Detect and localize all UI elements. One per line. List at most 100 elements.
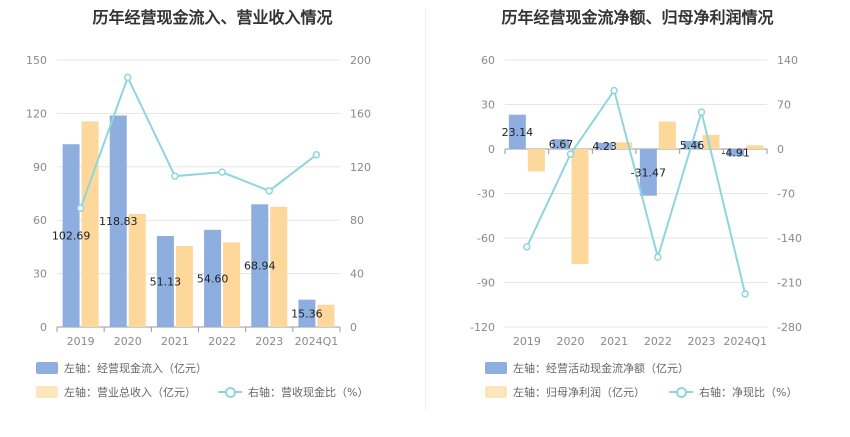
bar-series2 [223,242,241,327]
right-legend-bar1[interactable]: 左轴：经营活动现金流净额（亿元） [485,360,689,376]
bar-series1 [639,149,657,196]
left-axis-tick: 120 [26,107,47,120]
left-chart-title: 历年经营现金流入、营业收入情况 [92,8,333,27]
left-chart-svg: 0 30 60 90 120 150 0 40 80 120 160 200 2019 2020 2021 2… [26,54,371,348]
left-axis-tick: 0 [488,143,495,156]
right-axis-tick: 40 [350,268,364,281]
left-legend-bar2[interactable]: 左轴：营业总收入（亿元） [36,384,196,400]
data-label: 118.83 [99,215,138,228]
legend-swatch-bar1 [485,362,507,374]
left-axis-tick: 60 [33,214,47,227]
line-point [124,73,132,82]
legend-swatch-line [669,386,693,398]
line-point [654,253,662,261]
data-label: 68.94 [244,260,276,273]
x-axis-tick-label: 2019 [67,335,95,348]
line-point [523,243,531,251]
line-series [79,74,318,209]
data-label: -4.91 [721,147,749,160]
line-point [76,204,85,212]
legend-label: 左轴：经营现金流入（亿元） [64,362,207,375]
line-series [525,88,747,295]
line-point [171,172,179,180]
bar-series2 [746,145,764,149]
data-label: 102.69 [52,230,91,243]
left-axis-tick: 0 [40,321,47,334]
bar-series1 [109,115,127,327]
data-label: 6.67 [549,138,574,151]
right-axis-tick: 70 [777,99,791,112]
legend-swatch-line [218,386,242,398]
right-axis-tick: 140 [777,54,798,67]
bar-series1 [596,142,614,149]
line-point [566,150,575,158]
bar-series2 [175,246,193,327]
x-axis-tick-label: 2022 [644,335,672,348]
right-legend-bar2[interactable]: 左轴：归母净利润（亿元） [485,384,645,400]
line-point [265,187,273,195]
data-label: 51.13 [150,275,182,288]
x-axis-tick-label: 2020 [557,335,585,348]
x-axis-tick-label: 2023 [688,335,716,348]
right-axis-tick: 80 [350,214,364,227]
legend-label: 左轴：归母净利润（亿元） [513,386,645,399]
bar-series1 [62,144,80,327]
left-axis-tick: -120 [470,321,495,334]
x-axis-tick-label: 2019 [513,335,541,348]
right-axis-tick: -210 [777,277,802,290]
x-axis-tick-label: 2021 [600,335,628,348]
x-axis-tick-label: 2024Q1 [723,335,767,348]
legend-swatch-bar1 [36,362,58,374]
left-legend-bar1[interactable]: 左轴：经营现金流入（亿元） [36,360,207,376]
bar-series1 [727,149,745,157]
right-axis-tick: 200 [350,54,371,67]
bar-series2 [658,121,676,149]
right-axis-tick: 120 [350,161,371,174]
data-label: 23.14 [502,126,533,139]
left-axis-tick: 60 [481,54,495,67]
left-axis-tick: 30 [33,268,47,281]
legend-label: 右轴：净现比（%） [699,386,798,399]
legend-label: 右轴：营收现金比（%） [248,386,369,399]
right-axis-tick: 0 [777,143,784,156]
bar-series1 [251,204,269,327]
bar-series2 [128,213,146,327]
left-chart-panel: 历年经营现金流入、营业收入情况 0 30 60 90 120 150 0 40 80 120 160… [26,8,371,400]
legend-label: 左轴：营业总收入（亿元） [64,386,196,399]
right-chart-title: 历年经营现金流净额、归母净利润情况 [501,8,774,27]
x-axis-tick-label: 2024Q1 [295,335,339,348]
right-axis-tick: 0 [350,321,357,334]
right-axis-tick: -140 [777,232,802,245]
data-label: 15.36 [291,307,323,320]
bar-series2 [702,134,720,149]
bar-series1 [552,139,570,149]
bar-series2 [571,149,589,264]
left-legend-line[interactable]: 右轴：营收现金比（%） [218,384,368,400]
line-point [697,108,706,116]
bar-series1 [156,235,174,327]
left-axis-tick: 90 [33,161,47,174]
bar-series2 [81,121,99,327]
left-axis-tick: -30 [477,188,495,201]
data-label: 5.46 [680,139,705,152]
left-axis-tick: 150 [26,54,47,67]
x-axis-tick-label: 2023 [255,335,283,348]
bar-series2 [615,142,633,149]
bar-series1 [204,229,222,327]
x-axis-tick-label: 2021 [161,335,189,348]
right-axis-tick: -70 [777,188,795,201]
bar-series2 [317,304,335,327]
legend-swatch-bar2 [485,386,507,398]
data-label: 54.60 [197,272,229,285]
line-point [610,86,618,95]
right-axis-tick: 160 [350,107,371,120]
line-point [218,168,226,176]
x-axis-tick-label: 2022 [208,335,236,348]
right-legend-line[interactable]: 右轴：净现比（%） [669,384,797,400]
legend-swatch-bar2 [36,386,58,398]
left-axis-tick: 30 [481,99,495,112]
line-point [312,151,321,159]
bar-series1 [508,114,526,149]
bar-series2 [270,206,288,327]
